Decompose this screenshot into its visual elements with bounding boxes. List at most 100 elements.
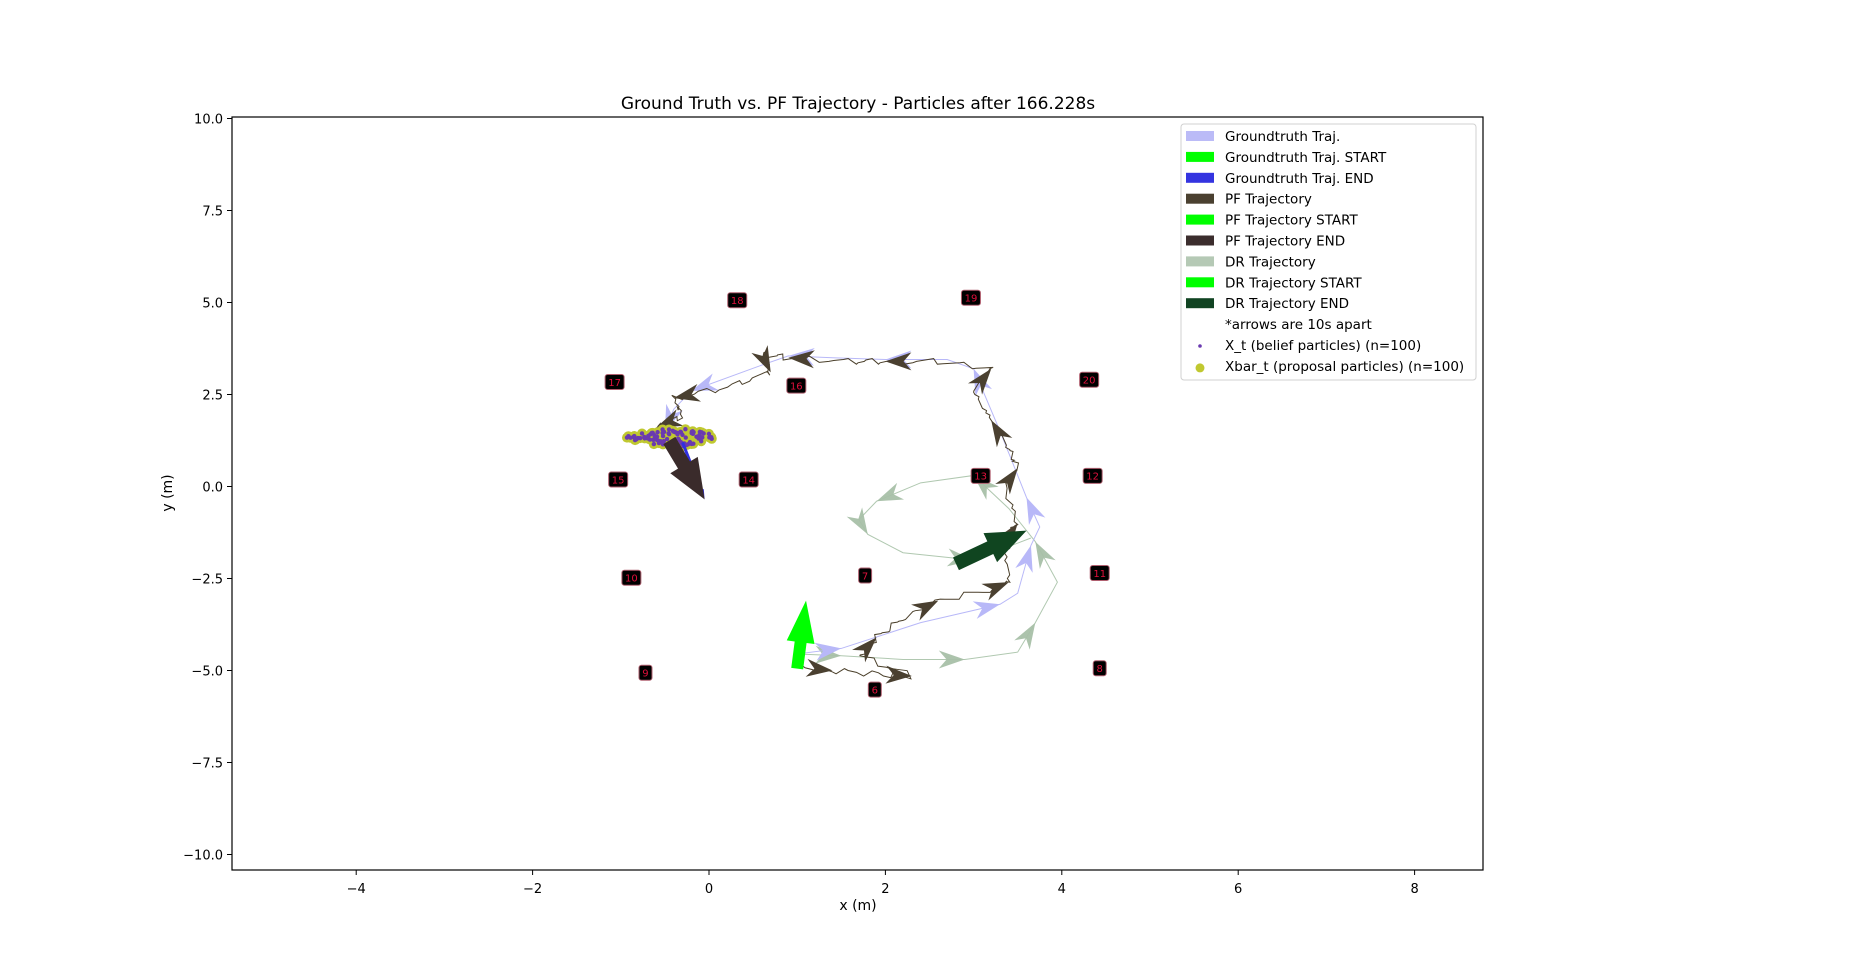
landmark-marker <box>970 467 991 484</box>
legend-swatch <box>1186 172 1214 183</box>
dr-arrow <box>1014 622 1036 650</box>
landmark-marker <box>1082 467 1103 484</box>
pf-arrow <box>967 368 992 395</box>
legend-label: Groundtruth Traj. END <box>1225 171 1374 187</box>
y-tick-label: 5.0 <box>202 297 223 312</box>
landmark-label: 17 <box>608 378 621 389</box>
pf-arrow <box>673 384 702 402</box>
landmark-marker <box>621 569 642 586</box>
legend-entry: Xbar_t (proposal particles) (n=100) <box>1195 359 1464 375</box>
pf-arrow <box>991 420 1013 448</box>
landmark-label: 6 <box>872 685 878 696</box>
belief-particle <box>683 435 688 440</box>
legend-entry: DR Trajectory START <box>1186 275 1362 291</box>
legend-entry: PF Trajectory END <box>1186 234 1345 250</box>
y-tick-label: −10.0 <box>183 849 223 864</box>
landmark-label: 15 <box>612 475 625 486</box>
x-tick-label: −2 <box>523 882 542 897</box>
landmark-marker <box>1092 660 1107 677</box>
groundtruth-arrow <box>691 373 719 391</box>
belief-particle <box>680 432 685 438</box>
landmark-marker <box>604 373 625 390</box>
pf-arrow <box>852 637 877 663</box>
pf-arrow <box>995 468 1018 495</box>
dr-end-arrow <box>952 530 1027 571</box>
belief-particle <box>708 434 714 440</box>
axes-frame <box>231 116 1484 871</box>
y-tick-label: 10.0 <box>194 113 223 128</box>
landmark-marker <box>1089 564 1110 581</box>
landmark-label: 7 <box>862 571 868 582</box>
belief-particle <box>683 427 688 432</box>
x-tick-label: 8 <box>1410 882 1418 897</box>
belief-particle <box>691 441 696 446</box>
chart-title: Ground Truth vs. PF Trajectory - Particl… <box>621 94 1095 114</box>
belief-particle <box>651 437 656 443</box>
pf-arrow <box>981 582 1009 601</box>
y-tick-label: −5.0 <box>191 665 223 680</box>
belief-particle <box>706 431 712 437</box>
landmark-label: 9 <box>642 669 648 680</box>
legend-label: Groundtruth Traj. <box>1225 129 1340 145</box>
belief-particle <box>676 436 681 442</box>
landmark-label: 13 <box>974 472 987 483</box>
belief-particle <box>655 430 660 435</box>
pf-arrow <box>885 665 912 684</box>
y-tick-label: −2.5 <box>191 573 223 588</box>
landmark-marker <box>786 377 807 394</box>
groundtruth-trajectory <box>664 347 1046 661</box>
legend-swatch <box>1186 256 1214 267</box>
pf-trajectory <box>656 345 1020 684</box>
y-tick-label: −7.5 <box>191 757 223 772</box>
y-axis-ticks: 10.0 7.5 5.0 2.5 0.0 −2.5 −5.0 −7.5 −10.0 <box>183 113 232 864</box>
landmark-marker <box>638 664 653 681</box>
legend-label: *arrows are 10s apart <box>1225 317 1372 333</box>
dr-arrow <box>1035 541 1056 569</box>
legend-label: Groundtruth Traj. START <box>1225 150 1387 166</box>
y-tick-label: 2.5 <box>202 389 223 404</box>
landmark-marker <box>960 289 981 306</box>
x-tick-label: −4 <box>347 882 366 897</box>
legend-label: Xbar_t (proposal particles) (n=100) <box>1225 359 1464 375</box>
groundtruth-arrow <box>814 642 842 661</box>
belief-particle <box>631 434 636 439</box>
landmark-label: 11 <box>1093 569 1106 580</box>
landmark-label: 8 <box>1097 664 1103 675</box>
landmark-label: 14 <box>742 475 755 486</box>
legend-box <box>1180 123 1477 381</box>
legend-label: X_t (belief particles) (n=100) <box>1225 338 1421 354</box>
legend-entry: PF Trajectory START <box>1186 213 1359 229</box>
legend-entry: *arrows are 10s apart <box>1225 317 1372 333</box>
landmark-marker <box>727 292 748 309</box>
belief-particle <box>660 427 665 432</box>
landmark-label: 12 <box>1086 472 1099 483</box>
landmark-label: 16 <box>790 381 803 392</box>
pf-arrow <box>805 658 833 677</box>
belief-particle <box>651 441 657 447</box>
dr-path <box>797 474 1058 660</box>
belief-particle <box>639 431 645 436</box>
belief-particle <box>660 430 665 435</box>
belief-particle <box>666 427 672 432</box>
x-tick-label: 4 <box>1058 882 1066 897</box>
belief-particle <box>656 440 662 446</box>
landmark-label: 20 <box>1083 376 1096 387</box>
legend-entry: X_t (belief particles) (n=100) <box>1198 338 1421 354</box>
landmark-label: 10 <box>625 574 638 585</box>
pf-end-arrow <box>663 436 705 500</box>
belief-particle <box>687 439 693 445</box>
landmark-marker <box>858 567 873 584</box>
x-tick-label: 2 <box>881 882 889 897</box>
pf-arrow <box>885 352 912 371</box>
dr-arrow <box>846 507 868 535</box>
legend-label: PF Trajectory START <box>1225 213 1359 229</box>
legend-swatch <box>1186 298 1214 309</box>
landmark-marker <box>1079 371 1100 388</box>
x-axis-ticks: −4 −2 0 2 4 6 8 <box>347 870 1419 897</box>
dr-arrow <box>876 482 905 502</box>
dr-trajectory <box>797 474 1058 669</box>
legend-label: PF Trajectory <box>1225 192 1312 208</box>
groundtruth-arrow <box>1015 545 1033 573</box>
legend-label: DR Trajectory END <box>1225 296 1349 312</box>
